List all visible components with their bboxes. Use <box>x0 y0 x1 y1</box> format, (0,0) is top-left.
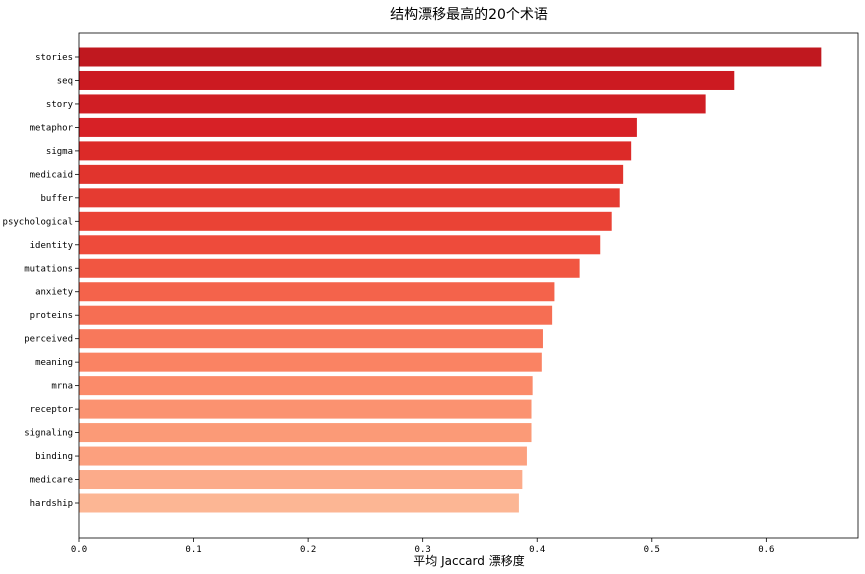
y-tick-label: meaning <box>35 358 73 368</box>
bar-buffer <box>79 188 620 208</box>
x-tick-label: 0.3 <box>415 545 431 555</box>
x-tick-label: 0.4 <box>529 545 545 555</box>
y-tick-label: proteins <box>30 311 73 321</box>
y-tick-label: anxiety <box>35 288 74 298</box>
y-tick-label: hardship <box>30 499 73 509</box>
bar-seq <box>79 70 735 90</box>
bar-perceived <box>79 329 543 349</box>
bar-mrna <box>79 376 533 396</box>
y-tick-label: binding <box>35 452 73 462</box>
bar-metaphor <box>79 117 637 137</box>
y-tick-label: sigma <box>46 147 73 157</box>
y-tick-label: metaphor <box>30 123 74 133</box>
y-tick-label: stories <box>35 53 73 63</box>
plot-area: stories seq story metaphor sigma medicaid buff… <box>3 32 859 555</box>
y-tick-label: mrna <box>51 382 73 392</box>
y-tick-label: signaling <box>24 429 73 439</box>
bar-medicaid <box>79 164 624 184</box>
bar-proteins <box>79 305 553 325</box>
x-tick-label: 0.2 <box>300 545 316 555</box>
bar-binding <box>79 446 527 466</box>
x-axis-label: 平均 Jaccard 漂移度 <box>413 553 524 568</box>
bar-mutations <box>79 258 580 278</box>
y-tick-label: receptor <box>30 405 74 415</box>
x-tick-label: 0.6 <box>758 545 774 555</box>
x-tick-label: 0.0 <box>71 545 87 555</box>
bar-psychological <box>79 211 612 231</box>
bar-story <box>79 94 706 114</box>
bar-meaning <box>79 352 542 372</box>
bar-sigma <box>79 141 632 161</box>
bar-medicare <box>79 470 523 490</box>
y-tick-label: buffer <box>40 194 73 204</box>
bar-hardship <box>79 493 519 513</box>
y-tick-label: medicaid <box>30 170 73 180</box>
y-tick-label: story <box>46 100 74 110</box>
bar-anxiety <box>79 282 555 302</box>
y-tick-label: medicare <box>30 476 73 486</box>
y-tick-label: perceived <box>24 335 73 345</box>
x-tick-label: 0.5 <box>644 545 660 555</box>
axes-frame <box>78 32 859 539</box>
y-tick-label: seq <box>57 76 73 86</box>
chart-title: 结构漂移最高的20个术语 <box>390 6 548 23</box>
y-tick-label: identity <box>30 241 74 251</box>
x-tick-label: 0.1 <box>185 545 201 555</box>
y-tick-label: mutations <box>24 264 73 274</box>
bar-identity <box>79 235 601 255</box>
bar-stories <box>79 47 822 67</box>
bar-receptor <box>79 399 532 419</box>
bar-signaling <box>79 423 532 443</box>
y-tick-label: psychological <box>3 217 73 227</box>
